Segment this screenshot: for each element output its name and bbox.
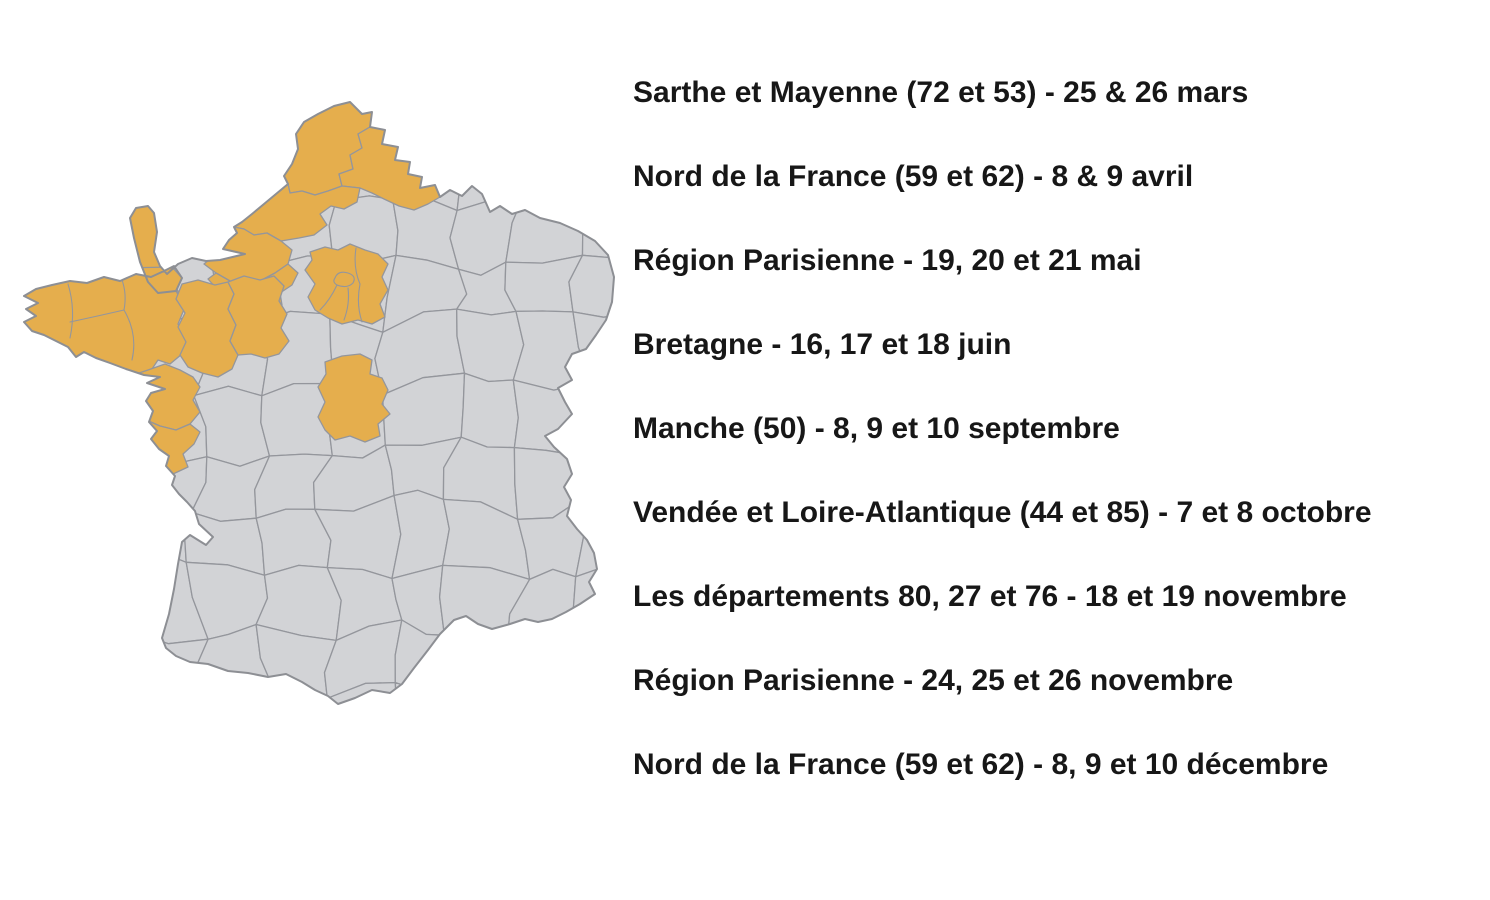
department-shape [203,686,275,704]
department-shape [452,124,530,212]
department-shape [568,253,614,318]
department-shape [24,391,79,449]
department-shape [506,639,597,704]
department-shape [127,686,206,704]
department-shape [69,200,136,269]
department-shape [120,102,199,147]
department-shape [443,634,517,696]
department-shape [120,135,199,204]
schedule-item: Sarthe et Mayenne (72 et 53) - 25 & 26 m… [633,76,1249,109]
border-finistere [67,283,74,339]
department-shape [69,131,136,207]
department-shape [24,192,84,269]
department-shape [57,559,137,639]
france-coastline [23,101,615,705]
department-shape [505,181,588,264]
border-petite-couronne-ring [333,271,355,288]
schedule-list: Sarthe et Mayenne (72 et 53) - 25 & 26 m… [633,75,1481,831]
schedule-item: Manche (50) - 8, 9 et 10 septembre [633,412,1120,445]
department-shape [520,129,592,189]
france-map-svg [23,101,615,705]
department-shape [56,631,134,699]
department-shape [59,383,139,459]
department-shape [394,681,461,704]
department-shape [65,434,138,513]
department-shape [579,102,614,149]
france-map [20,92,620,752]
department-shape [24,433,79,515]
dept-mayenne [175,279,239,378]
border-morbihan-ille-et-vilaine [123,309,135,361]
department-shape [264,688,329,704]
border-cotes-darmor-ille-et-vilaine [121,279,126,311]
border-essonne-seine-et-marne [343,287,350,321]
department-shape [520,102,584,149]
department-shape [24,508,77,583]
schedule-item: Les départements 80, 27 et 76 - 18 et 19… [633,580,1347,613]
department-shape [24,681,67,704]
department-shape [460,372,519,449]
department-shape [24,127,79,207]
department-shape [513,446,592,520]
schedule-item: Région Parisienne - 24, 25 et 26 novembr… [633,664,1234,697]
department-shape [24,573,69,639]
department-shape [586,634,614,704]
department-shape [580,381,614,457]
department-shape [448,688,518,704]
department-shape [456,308,525,383]
department-shape [24,629,65,704]
department-shape [60,681,138,704]
department-shape [579,445,614,503]
department-shape [65,499,146,582]
border-yvelines-essonne [319,284,338,311]
schedule-item: Nord de la France (59 et 62) - 8 & 9 avr… [633,160,1194,193]
dept-loiret [317,353,391,443]
department-shape [59,102,141,147]
department-shape [188,102,262,138]
inner-department-borders [67,247,363,361]
schedule-item: Vendée et Loire-Atlantique (44 et 85) - … [633,496,1372,529]
department-shape [444,102,527,132]
department-shape [509,689,588,704]
department-shape [374,102,454,136]
department-shape [581,126,614,203]
department-shape [24,102,75,136]
schedule-item: Bretagne - 16, 17 et 18 juin [633,328,1012,361]
border-seine-et-marne [354,247,363,323]
department-shape [188,124,262,203]
department-shape [319,681,402,704]
border-cotes-darmor-morbihan [69,309,125,323]
schedule-item: Nord de la France (59 et 62) - 8, 9 et 1… [633,748,1329,781]
department-shape [568,694,614,704]
department-shape [135,499,193,563]
schedule-item: Région Parisienne - 19, 20 et 21 mai [633,244,1142,277]
dept-sarthe [227,275,290,359]
